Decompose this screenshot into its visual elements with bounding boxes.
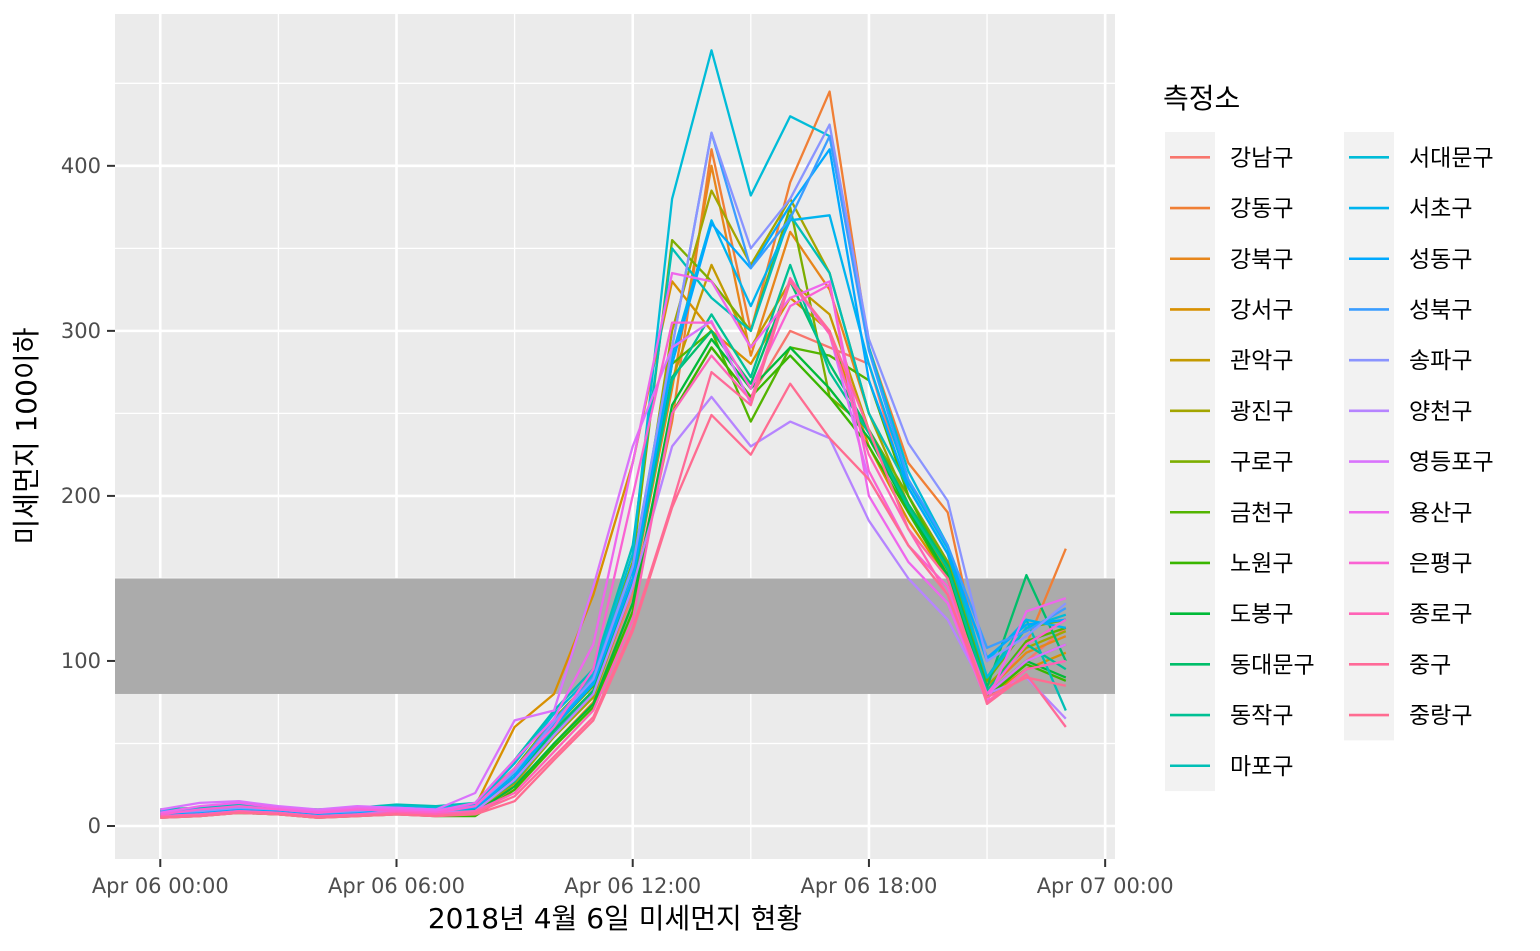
legend-label: 성동구 [1409, 247, 1472, 273]
legend-label: 용산구 [1409, 500, 1472, 526]
legend-label: 서초구 [1409, 196, 1472, 222]
legend-label: 양천구 [1409, 399, 1472, 425]
legend-label: 강남구 [1230, 145, 1293, 171]
legend-label: 금천구 [1230, 500, 1293, 526]
legend-label: 강북구 [1230, 247, 1293, 273]
x-tick-label: Apr 06 00:00 [92, 874, 229, 898]
x-tick-label: Apr 07 00:00 [1037, 874, 1174, 898]
y-tick-label: 200 [61, 484, 101, 508]
y-axis: 0 100 200 300 400 [61, 154, 115, 838]
legend-label: 중랑구 [1409, 703, 1472, 729]
y-axis-title: 미세먼지 100이하 [10, 328, 43, 545]
legend-label: 성북구 [1409, 297, 1472, 323]
legend-label: 동대문구 [1230, 652, 1315, 678]
x-tick-label: Apr 06 06:00 [328, 874, 465, 898]
x-axis: Apr 06 00:00 Apr 06 06:00 Apr 06 12:00 Apr … [92, 859, 1174, 898]
plot-panel [115, 14, 1115, 859]
series-line-종로구 [160, 276, 1067, 818]
y-tick-label: 0 [88, 814, 101, 838]
series-lines [160, 49, 1067, 819]
x-tick-label: Apr 06 12:00 [564, 874, 701, 898]
y-tick-label: 300 [61, 319, 101, 343]
legend: 측정소 강남구강동구강북구강서구관악구광진구구로구금천구노원구도봉구동대문구동작… [1163, 82, 1494, 792]
legend-label: 관악구 [1230, 348, 1293, 374]
legend-label: 광진구 [1230, 399, 1293, 425]
x-tick-label: Apr 06 18:00 [800, 874, 937, 898]
legend-label: 도봉구 [1230, 602, 1293, 628]
y-tick-label: 400 [61, 154, 101, 178]
legend-label: 종로구 [1409, 602, 1472, 628]
legend-label: 영등포구 [1409, 450, 1494, 476]
x-axis-title: 2018년 4월 6일 미세먼지 현황 [428, 902, 802, 935]
legend-label: 노원구 [1230, 551, 1293, 577]
legend-label: 강서구 [1230, 297, 1293, 323]
legend-label: 송파구 [1409, 348, 1472, 374]
legend-title: 측정소 [1163, 82, 1240, 115]
legend-key-background [1344, 132, 1394, 741]
legend-label: 서대문구 [1409, 145, 1494, 171]
series-line-성동구 [160, 148, 1066, 816]
legend-label: 구로구 [1230, 450, 1293, 476]
legend-label: 마포구 [1230, 754, 1293, 780]
series-line-용산구 [160, 271, 1067, 814]
legend-label: 은평구 [1409, 551, 1472, 577]
legend-label: 중구 [1409, 652, 1451, 678]
legend-label: 강동구 [1230, 196, 1293, 222]
y-tick-label: 100 [61, 649, 101, 673]
legend-label: 동작구 [1230, 703, 1293, 729]
series-line-중랑구 [160, 382, 1067, 819]
